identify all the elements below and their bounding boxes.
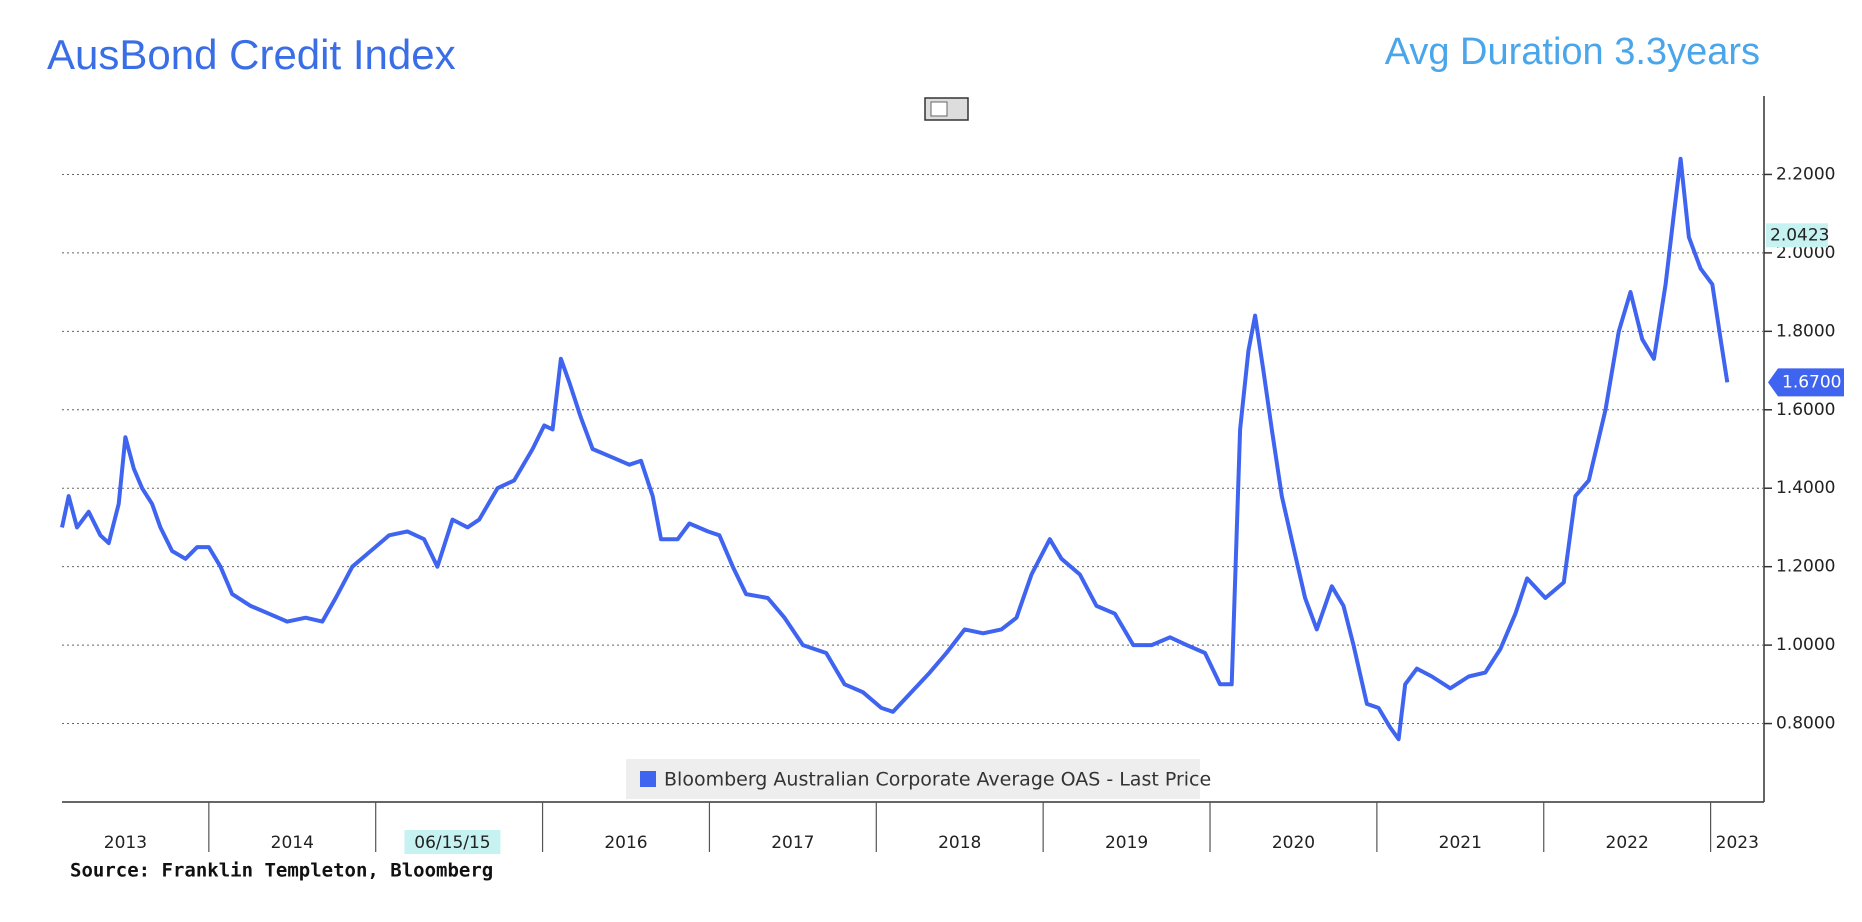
y-tick-label: 0.8000 (1776, 714, 1835, 734)
chart-title: AusBond Credit Index (47, 31, 456, 78)
y-tick-label: 1.4000 (1776, 478, 1835, 498)
x-tick-label: 06/15/15 (414, 833, 490, 853)
chart-subtitle: Avg Duration 3.3years (1385, 31, 1760, 73)
icon-glyph (930, 101, 948, 117)
series-line (60, 156, 1730, 742)
legend-label: Bloomberg Australian Corporate Average O… (664, 769, 1211, 791)
y-tick-label: 2.2000 (1776, 164, 1835, 184)
x-tick-label: 2019 (1105, 833, 1148, 853)
x-tick-label: 2023 (1716, 833, 1759, 853)
x-tick-label: 2014 (271, 833, 314, 853)
x-tick-label: 2017 (771, 833, 814, 853)
x-tick-label: 2013 (104, 833, 147, 853)
cursor-value-bg (1766, 223, 1828, 248)
x-tick-label: 2022 (1606, 833, 1649, 853)
chart-icon[interactable] (924, 97, 969, 121)
x-tick-label: 2021 (1439, 833, 1482, 853)
legend: Bloomberg Australian Corporate Average O… (626, 759, 1211, 799)
legend-box (626, 759, 1200, 799)
y-tick-label: 1.6000 (1776, 400, 1835, 420)
x-tick-label: 2016 (604, 833, 647, 853)
y-tick-label: 2.0000 (1776, 243, 1835, 263)
source-note: Source: Franklin Templeton, Bloomberg (70, 860, 493, 882)
y-tick-label: 1.0000 (1776, 635, 1835, 655)
y-tick-label: 1.2000 (1776, 557, 1835, 577)
y-tick-label: 1.8000 (1776, 321, 1835, 341)
last-value-label: 1.6700 (1782, 372, 1841, 392)
cursor-highlight (404, 830, 501, 854)
legend-swatch (640, 771, 656, 787)
last-value-tag (1768, 368, 1844, 397)
x-tick-label: 2020 (1272, 833, 1315, 853)
x-tick-label: 2018 (938, 833, 981, 853)
cursor-value-label: 2.0423 (1770, 225, 1829, 245)
